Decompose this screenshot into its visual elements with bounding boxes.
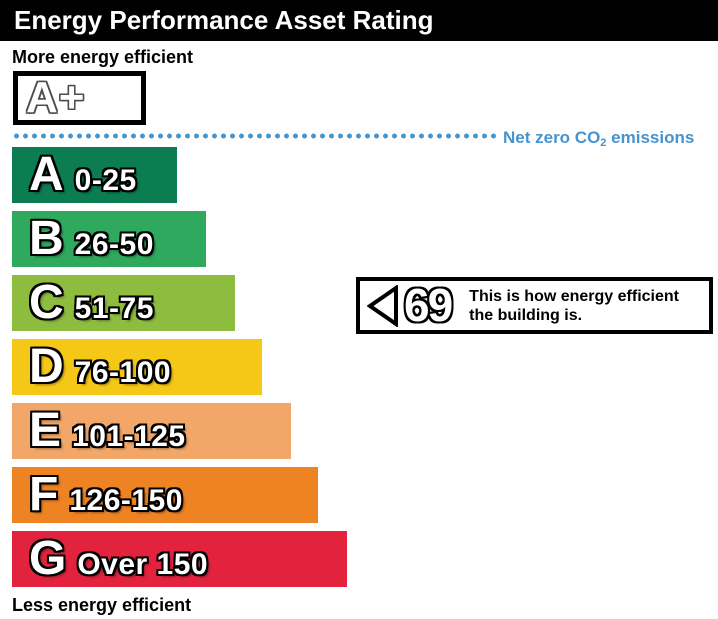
band-f-letter: F bbox=[29, 468, 59, 521]
net-zero-text-prefix: Net zero CO bbox=[503, 128, 601, 147]
band-g: G Over 150 bbox=[12, 531, 347, 587]
net-zero-dotted-line bbox=[12, 133, 497, 139]
band-a-letter: A bbox=[29, 148, 64, 201]
band-e-letter: E bbox=[29, 404, 62, 457]
band-d: D 76-100 bbox=[12, 339, 262, 395]
band-b-letter: B bbox=[29, 212, 64, 265]
band-g-letter: G bbox=[29, 532, 67, 585]
band-b-range: 26-50 bbox=[74, 228, 154, 261]
rating-description: This is how energy efficient the buildin… bbox=[469, 287, 679, 325]
band-f: F 126-150 bbox=[12, 467, 318, 523]
net-zero-text-suffix: emissions bbox=[606, 128, 695, 147]
band-g-range: Over 150 bbox=[77, 548, 209, 581]
net-zero-label: Net zero CO2 emissions bbox=[503, 128, 694, 150]
band-f-range: 126-150 bbox=[69, 484, 183, 517]
more-efficient-label: More energy efficient bbox=[12, 47, 194, 67]
band-d-range: 76-100 bbox=[74, 356, 172, 389]
rating-description-line1: This is how energy efficient bbox=[469, 287, 679, 305]
band-a-range: 0-25 bbox=[74, 164, 137, 197]
band-e-range: 101-125 bbox=[72, 420, 186, 453]
a-plus-band: A+ bbox=[13, 71, 146, 125]
band-c-range: 51-75 bbox=[74, 292, 154, 325]
band-d-letter: D bbox=[29, 340, 64, 393]
band-c: C 51-75 bbox=[12, 275, 235, 331]
band-c-letter: C bbox=[29, 276, 64, 329]
page-title: Energy Performance Asset Rating bbox=[14, 5, 434, 35]
band-a: A 0-25 bbox=[12, 147, 177, 203]
band-b: B 26-50 bbox=[12, 211, 206, 267]
left-arrow-icon bbox=[367, 284, 398, 327]
less-efficient-label: Less energy efficient bbox=[12, 595, 192, 615]
rating-description-line2: the building is. bbox=[469, 306, 583, 324]
band-e: E 101-125 bbox=[12, 403, 291, 459]
rating-value: 69 bbox=[404, 279, 453, 331]
a-plus-label: A+ bbox=[26, 73, 86, 122]
rating-pointer-box: 69 This is how energy efficient the buil… bbox=[356, 277, 713, 334]
net-zero-subscript: 2 bbox=[600, 137, 607, 149]
title-bar: Energy Performance Asset Rating bbox=[0, 0, 718, 41]
